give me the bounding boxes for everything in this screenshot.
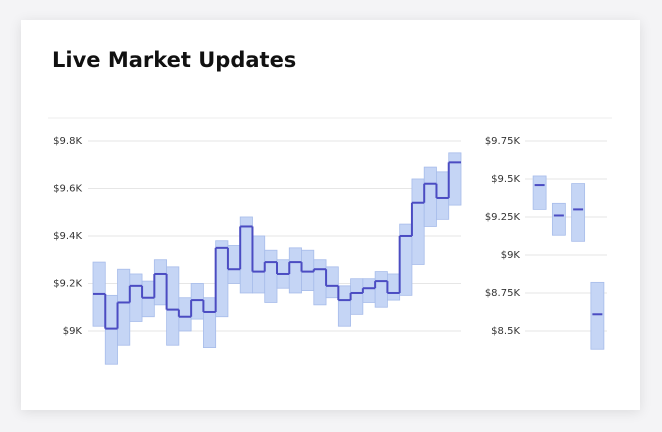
range-band: [166, 266, 180, 346]
y-tick-label: $9.25K: [485, 212, 521, 223]
range-band: [448, 152, 462, 206]
range-band: [104, 294, 118, 365]
range-band: [117, 268, 131, 346]
range-band: [153, 259, 167, 306]
y-tick-label: $9.4K: [53, 231, 82, 242]
range-band: [313, 259, 327, 306]
range-band: [325, 266, 339, 299]
range-band: [239, 216, 253, 294]
range-band: [350, 278, 364, 315]
range-bar: [571, 183, 586, 242]
range-band: [386, 273, 401, 301]
range-band: [227, 245, 241, 284]
range-band: [337, 285, 352, 327]
y-tick-label: $9.5K: [491, 174, 520, 185]
range-band: [399, 223, 413, 296]
range-band: [264, 249, 278, 303]
y-tick-label: $9.6K: [53, 183, 82, 194]
y-tick-label: $9.2K: [53, 278, 82, 289]
y-tick-label: $8.75K: [485, 288, 521, 299]
y-tick-label: $8.5K: [491, 326, 520, 337]
y-tick-label: $9K: [501, 250, 521, 261]
range-band: [129, 273, 143, 322]
range-band: [178, 297, 192, 332]
range-band: [252, 235, 266, 294]
y-tick-label: $9K: [63, 326, 83, 337]
y-tick-label: $9.75K: [485, 136, 521, 147]
range-bar: [590, 281, 605, 350]
range-bar: [551, 202, 566, 236]
card-title: Live Market Updates: [52, 48, 297, 72]
range-band: [141, 280, 155, 318]
range-band: [190, 283, 204, 320]
range-bar: [532, 175, 547, 210]
range-band: [362, 278, 376, 303]
y-tick-label: $9.8K: [53, 136, 82, 147]
range-band: [423, 166, 437, 227]
range-band: [436, 171, 450, 220]
range-band: [301, 249, 315, 292]
range-band: [288, 247, 302, 294]
range-band: [215, 240, 229, 318]
range-band: [374, 271, 388, 308]
range-band: [202, 297, 217, 349]
range-band: [411, 178, 425, 265]
